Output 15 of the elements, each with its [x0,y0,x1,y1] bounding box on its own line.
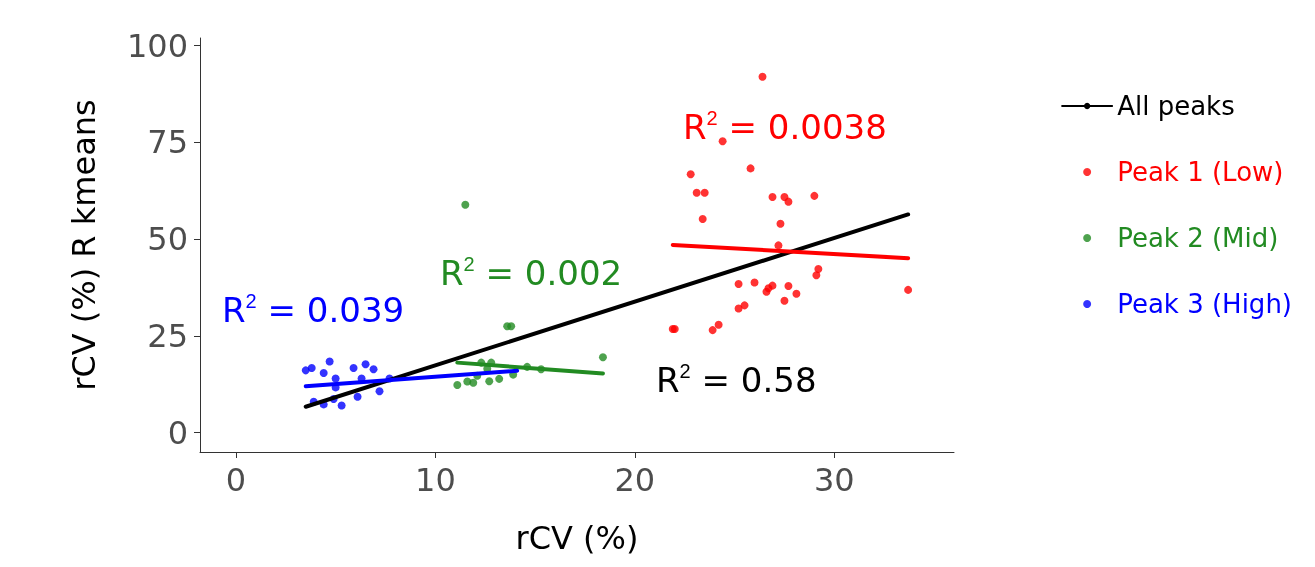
x-tick-label: 10 [415,461,456,499]
y-tick-label: 75 [147,123,188,162]
y-axis-title: rCV (%) R kmeans [65,99,103,391]
x-tick-label: 20 [614,461,656,499]
x-tick-label: 30 [813,461,855,499]
legend-label: Peak 3 (High) [1117,289,1293,319]
legend-label: Peak 1 (Low) [1117,157,1284,187]
y-tick-label: 0 [167,413,188,452]
legend-label: Peak 2 (Mid) [1117,223,1279,253]
y-tick-label: 100 [126,26,188,65]
y-tick-label: 25 [147,316,188,355]
y-tick-label: 50 [147,220,188,259]
x-tick-label: 0 [225,461,247,499]
x-axis-title: rCV (%) [515,519,639,557]
legend-label: All peaks [1117,91,1235,121]
